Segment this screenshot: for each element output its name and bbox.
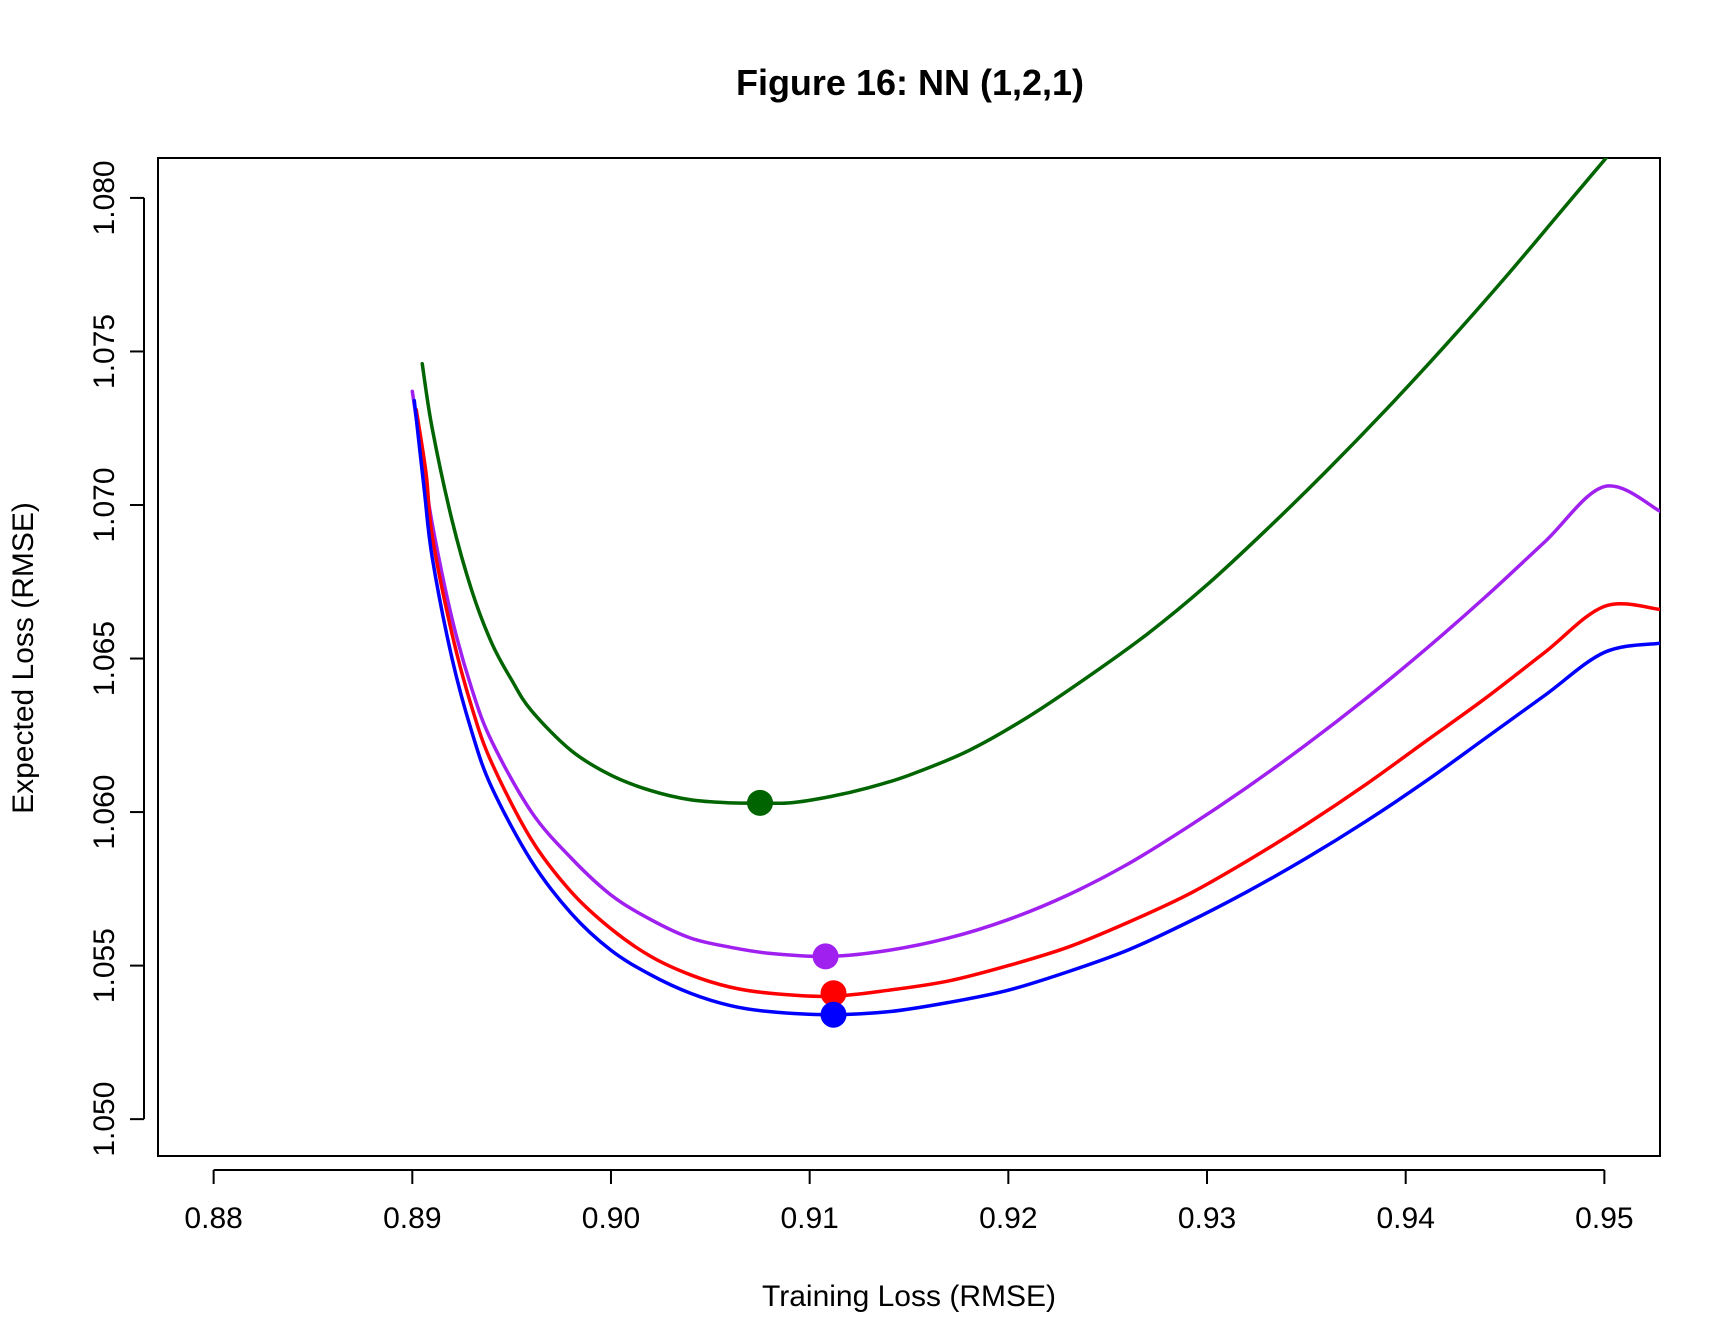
x-tick-label: 0.91	[780, 1202, 838, 1235]
x-tick-label: 0.93	[1178, 1202, 1236, 1235]
y-axis-label: Expected Loss (RMSE)	[7, 502, 40, 814]
x-tick-label: 0.92	[979, 1202, 1037, 1235]
minimum-point-1	[812, 943, 839, 970]
series-layer	[410, 158, 1660, 1028]
series-line-3	[412, 398, 1660, 1017]
series-line-0	[420, 158, 1609, 806]
x-axis: 0.88 0.89 0.90 0.91 0.92 0.93 0.94 0.95	[184, 1169, 1634, 1235]
y-tick-label: 1.055	[88, 928, 121, 1003]
plot-frame	[157, 157, 1661, 1157]
y-tick-label: 1.070	[88, 467, 121, 542]
y-tick-label: 1.080	[88, 160, 121, 235]
y-tick-label: 1.065	[88, 621, 121, 696]
y-tick-label: 1.075	[88, 314, 121, 389]
x-tick-label: 0.94	[1376, 1202, 1434, 1235]
x-axis-label: Training Loss (RMSE)	[762, 1280, 1056, 1313]
x-tick-label: 0.88	[184, 1202, 242, 1235]
x-tick-label: 0.89	[383, 1202, 441, 1235]
x-tick-label: 0.90	[582, 1202, 640, 1235]
chart-title: Figure 16: NN (1,2,1)	[736, 62, 1084, 103]
x-tick-label: 0.95	[1575, 1202, 1633, 1235]
series-line-2	[414, 408, 1660, 999]
y-tick-label: 1.060	[88, 775, 121, 850]
minimum-point-2	[820, 980, 847, 1007]
minimum-point-3	[820, 1001, 847, 1028]
y-axis: 1.050 1.055 1.060 1.065 1.070 1.075 1.080	[88, 160, 145, 1157]
y-tick-label: 1.050	[88, 1082, 121, 1157]
series-line-1	[410, 389, 1660, 959]
minimum-point-0	[746, 789, 773, 816]
